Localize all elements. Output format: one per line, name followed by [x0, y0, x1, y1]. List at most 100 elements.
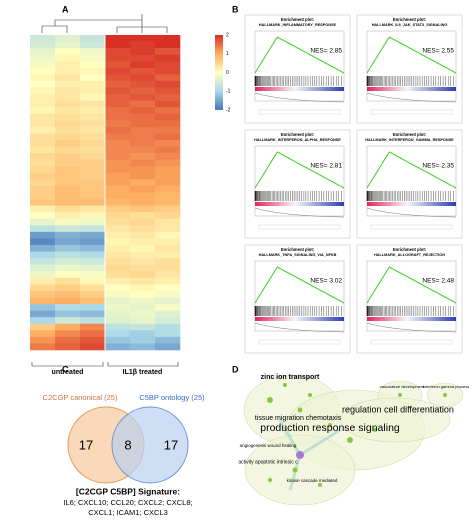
heatmap-cell: [130, 80, 156, 88]
heatmap-cell: [55, 323, 81, 331]
heatmap-cell: [130, 225, 156, 233]
legend-tick-label: -2: [226, 107, 231, 113]
heatmap-cell: [30, 61, 56, 69]
heatmap-cell: [130, 218, 156, 226]
heatmap-cell: [55, 74, 81, 82]
heatmap-cell: [155, 166, 181, 174]
heatmap-cell: [30, 166, 56, 174]
heatmap-cell: [30, 310, 56, 318]
heatmap-cell: [130, 67, 156, 75]
gsea-curve: [254, 266, 345, 304]
heatmap-cell: [155, 271, 181, 279]
gsea-plot: Enrichment plot:HALLMARK_IL6_JAK_STAT3_S…: [356, 14, 463, 124]
heatmap-cell: [130, 199, 156, 206]
gsea-subtitle: HALLMARK_IL6_JAK_STAT3_SIGNALING: [372, 23, 448, 27]
heatmap-cell: [130, 87, 156, 95]
gsea-axes: [366, 260, 457, 332]
gsea-axes: [254, 30, 345, 102]
heatmap-cell: [80, 74, 106, 82]
heatmap-cell: [130, 48, 156, 55]
color-legend: [215, 35, 223, 110]
heatmap-cell: [105, 54, 131, 62]
heatmap-cell: [55, 231, 81, 239]
heatmap-cell: [155, 61, 181, 69]
heatmap-cell: [30, 74, 56, 82]
heatmap-cell: [55, 80, 81, 88]
heatmap-cell: [30, 179, 56, 187]
heatmap-cell: [155, 251, 181, 259]
heatmap-cell: [130, 290, 156, 298]
legend-tick-label: -1: [226, 89, 231, 95]
heatmap-cell: [130, 310, 156, 318]
heatmap-cell: [105, 61, 131, 69]
heatmap-cell: [130, 100, 156, 108]
panel-label: A: [62, 4, 69, 14]
heatmap-cell: [80, 126, 106, 134]
heatmap-cell: [105, 74, 131, 82]
heatmap-cell: [55, 159, 81, 167]
heatmap-cell: [55, 172, 81, 180]
heatmap-cell: [155, 297, 181, 305]
heatmap-cell: [155, 159, 181, 167]
heatmap-cell: [30, 297, 56, 305]
heatmap-cell: [105, 100, 131, 108]
heatmap-cell: [130, 212, 156, 220]
heatmap-cell: [130, 231, 156, 239]
heatmap-cell: [55, 87, 81, 95]
gsea-title: Enrichment plot:: [393, 247, 426, 252]
heatmap-cell: [55, 133, 81, 141]
heatmap-cell: [30, 146, 56, 154]
heatmap-cell: [155, 304, 181, 311]
heatmap-cell: [80, 225, 106, 233]
gsea-title: Enrichment plot:: [281, 247, 314, 252]
heatmap-cell: [155, 258, 181, 265]
network-label: activity apoptotic intrinsic c: [238, 459, 298, 465]
signature-line: IL6; CXCL10; CCL20; CXCL2; CXCL8;: [63, 498, 192, 507]
heatmap-cell: [80, 133, 106, 141]
heatmap-cell: [55, 251, 81, 259]
heatmap-cell: [30, 159, 56, 167]
heatmap-cell: [55, 218, 81, 226]
gsea-rank-bar: [255, 317, 344, 321]
heatmap-cell: [80, 192, 106, 200]
gsea-nes: NES= 2.35: [422, 163, 454, 170]
legend-tick-label: 0: [226, 70, 229, 76]
heatmap-cell: [130, 107, 156, 115]
heatmap-cell: [80, 238, 106, 246]
gsea-frame: [244, 244, 351, 354]
gsea-title: Enrichment plot:: [281, 132, 314, 137]
network-label: kinase cascade mediated: [287, 478, 338, 483]
heatmap-cell: [30, 67, 56, 75]
gsea-nes: NES= 2.81: [310, 163, 342, 170]
heatmap-cell: [130, 166, 156, 174]
heatmap-cell: [30, 140, 56, 147]
heatmap-cell: [30, 231, 56, 239]
gsea-axes: [366, 30, 457, 102]
heatmap-cell: [155, 310, 181, 318]
heatmap-cell: [80, 67, 106, 75]
gsea-curve: [366, 266, 457, 304]
heatmap-cell: [105, 48, 131, 55]
heatmap-cell: [55, 264, 81, 272]
gsea-curve: [366, 151, 457, 189]
heatmap-cell: [130, 120, 156, 128]
heatmap-cell: [155, 205, 181, 213]
heatmap-cell: [130, 277, 156, 285]
heatmap-cell: [105, 271, 131, 279]
heatmap-cell: [155, 185, 181, 193]
heatmap-cell: [105, 225, 131, 233]
gsea-curve: [366, 36, 457, 74]
venn-count: 8: [124, 437, 131, 452]
heatmap-cell: [30, 330, 56, 338]
heatmap-cell: [80, 61, 106, 69]
network-label: interferon gamma process: [423, 384, 469, 389]
heatmap-cell: [80, 304, 106, 311]
gsea-subtitle: HALLMARK_INTERFERON_ALPHA_RESPONSE: [254, 138, 341, 142]
heatmap-cell: [105, 67, 131, 75]
heatmap-cell: [30, 317, 56, 325]
heatmap-cell: [55, 48, 81, 55]
heatmap-cell: [55, 146, 81, 154]
heatmap-cell: [105, 107, 131, 115]
heatmap-cell: [155, 323, 181, 331]
heatmap-cell: [105, 277, 131, 285]
